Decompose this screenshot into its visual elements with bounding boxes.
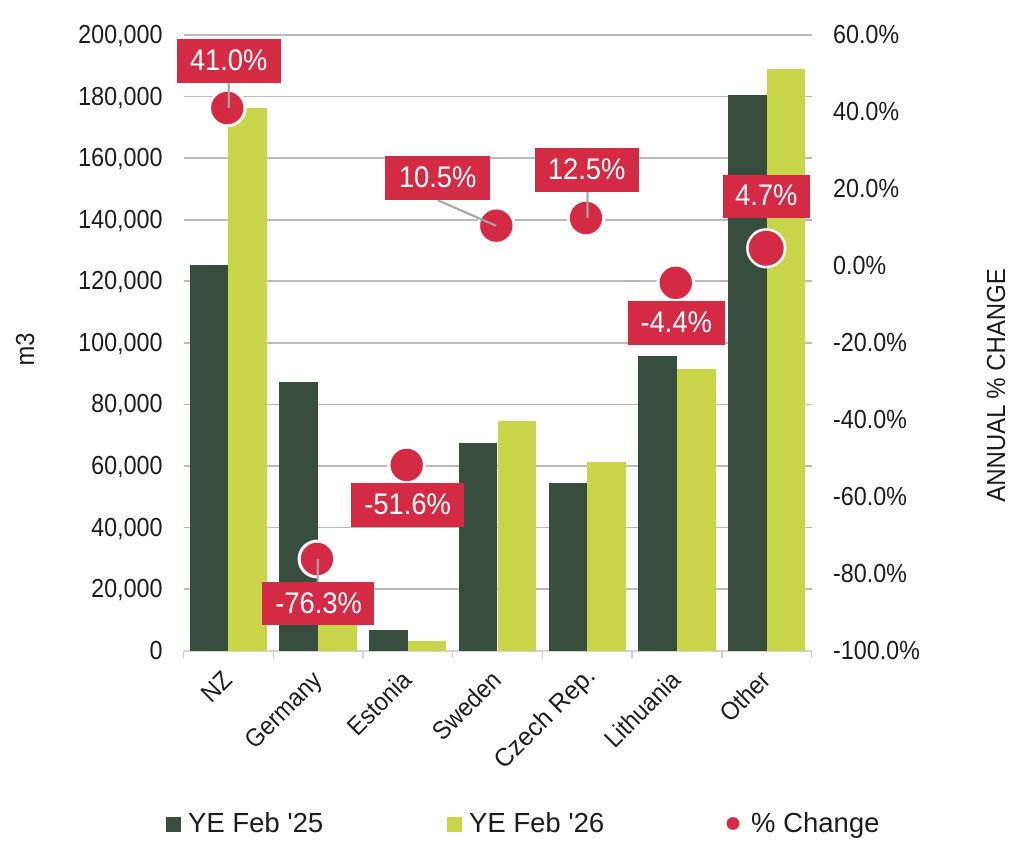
svg-text:Sweden: Sweden — [427, 666, 507, 746]
svg-text:Germany: Germany — [239, 666, 327, 754]
svg-text:Lithuania: Lithuania — [599, 665, 687, 753]
svg-text:Estonia: Estonia — [342, 665, 418, 741]
svg-text:NZ: NZ — [196, 666, 238, 708]
svg-text:Other: Other — [715, 666, 777, 728]
svg-text:Czech Rep.: Czech Rep. — [488, 662, 600, 774]
